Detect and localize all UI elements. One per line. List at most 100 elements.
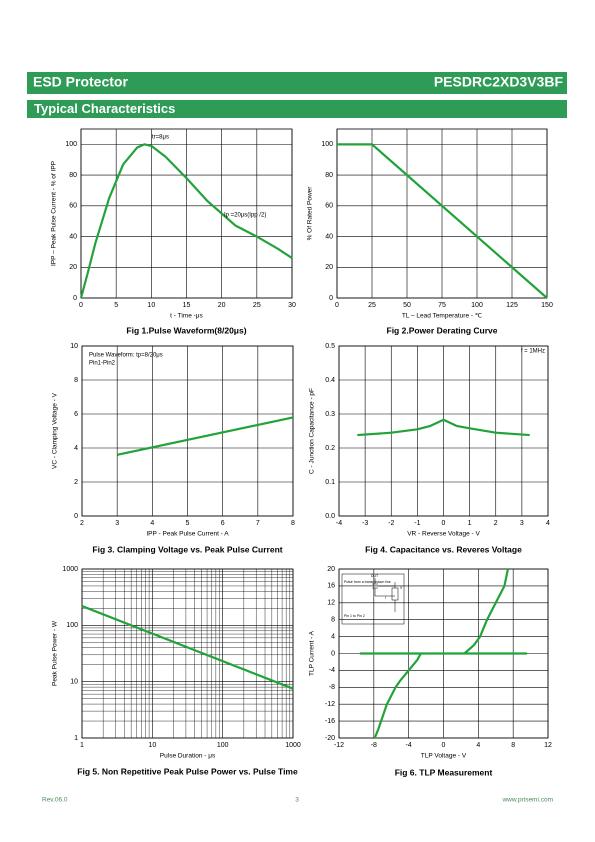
header-bar bbox=[27, 72, 567, 94]
y-tick-label: 0 bbox=[329, 295, 333, 302]
x-axis-label: TLP Voltage - V bbox=[421, 753, 467, 760]
y-tick-label: 60 bbox=[325, 203, 333, 210]
x-tick-label: 10 bbox=[148, 742, 156, 749]
chart-title: Fig 4. Capacitance vs. Reveres Voltage bbox=[365, 544, 522, 554]
y-tick-label: 20 bbox=[69, 264, 77, 271]
y-tick-label: 0.2 bbox=[325, 445, 335, 452]
y-tick-label: 6 bbox=[74, 411, 78, 418]
y-tick-label: 1000 bbox=[62, 566, 78, 573]
y-tick-label: 20 bbox=[327, 566, 335, 573]
x-tick-label: 20 bbox=[218, 302, 226, 309]
annotation: Pulse from a transmission line bbox=[344, 580, 391, 584]
chart-title: Fig 6. TLP Measurement bbox=[395, 767, 493, 777]
y-axis-label: TLP Current - A bbox=[309, 630, 316, 676]
chart-title: Fig 2.Power Derating Curve bbox=[387, 325, 498, 335]
y-tick-label: 4 bbox=[74, 445, 78, 452]
x-axis-label: IPP - Peak Pulse Current - A bbox=[146, 531, 229, 538]
annotation: V bbox=[400, 586, 403, 590]
x-tick-label: 1 bbox=[468, 520, 472, 527]
data-line bbox=[359, 568, 528, 739]
y-tick-label: 0.5 bbox=[325, 343, 335, 350]
product-type: ESD Protector bbox=[33, 74, 128, 90]
y-tick-label: 8 bbox=[74, 377, 78, 384]
x-tick-label: 4 bbox=[546, 520, 550, 527]
x-tick-label: 6 bbox=[221, 520, 225, 527]
y-tick-label: 10 bbox=[70, 679, 78, 686]
y-tick-label: 60 bbox=[69, 203, 77, 210]
x-tick-label: 2 bbox=[494, 520, 498, 527]
x-tick-label: 4 bbox=[150, 520, 154, 527]
x-tick-label: 1 bbox=[80, 742, 84, 749]
y-tick-label: 8 bbox=[331, 617, 335, 624]
y-tick-label: -8 bbox=[329, 684, 335, 691]
y-tick-label: 0 bbox=[74, 513, 78, 520]
x-tick-label: 5 bbox=[186, 520, 190, 527]
y-axis-label: % Of Rated Power bbox=[307, 186, 314, 241]
x-tick-label: 0 bbox=[335, 302, 339, 309]
plot-frame bbox=[80, 128, 293, 299]
x-tick-label: 30 bbox=[288, 302, 296, 309]
y-tick-label: -4 bbox=[329, 667, 335, 674]
x-tick-label: -1 bbox=[414, 520, 420, 527]
plot-frame bbox=[338, 345, 549, 517]
y-tick-label: -20 bbox=[325, 735, 335, 742]
y-tick-label: 0.0 bbox=[325, 513, 335, 520]
plot-frame bbox=[81, 345, 294, 517]
chart-title: Fig 1.Pulse Waveform(8/20μs) bbox=[126, 325, 246, 335]
y-tick-label: -16 bbox=[325, 718, 335, 725]
y-tick-label: 20 bbox=[325, 264, 333, 271]
y-tick-label: 100 bbox=[66, 622, 78, 629]
data-line bbox=[79, 143, 293, 299]
x-tick-label: -4 bbox=[336, 520, 342, 527]
annotation: I bbox=[385, 596, 386, 600]
annotation: tr=8μs bbox=[152, 135, 169, 141]
x-tick-label: -12 bbox=[334, 742, 344, 749]
y-tick-label: 10 bbox=[70, 343, 78, 350]
x-tick-label: 100 bbox=[471, 302, 483, 309]
y-tick-label: 80 bbox=[69, 172, 77, 179]
y-axis-label: VC - Clamping Voltage - V bbox=[52, 392, 59, 469]
x-tick-label: 7 bbox=[256, 520, 260, 527]
x-axis-label: t - Time -μs bbox=[170, 313, 203, 320]
y-tick-label: 12 bbox=[327, 600, 335, 607]
x-tick-label: 12 bbox=[544, 742, 552, 749]
x-axis-label: TL – Lead Temperature - ℃ bbox=[402, 313, 483, 320]
x-tick-label: 4 bbox=[476, 742, 480, 749]
page-number: 3 bbox=[295, 797, 299, 804]
x-tick-label: 1000 bbox=[285, 742, 301, 749]
y-tick-label: 100 bbox=[321, 141, 333, 148]
data-line bbox=[337, 143, 548, 299]
y-tick-label: 16 bbox=[327, 583, 335, 590]
y-tick-label: -12 bbox=[325, 701, 335, 708]
x-axis-label: VR - Reverse Voltage - V bbox=[407, 531, 480, 538]
x-tick-label: -8 bbox=[371, 742, 377, 749]
y-tick-label: 2 bbox=[74, 479, 78, 486]
y-tick-label: 0 bbox=[73, 295, 77, 302]
x-tick-label: -2 bbox=[388, 520, 394, 527]
data-line bbox=[357, 418, 530, 437]
x-tick-label: 25 bbox=[368, 302, 376, 309]
annotation: Pin 1 to Pin 2 bbox=[344, 614, 365, 618]
y-tick-label: 0.4 bbox=[325, 377, 335, 384]
y-axis-label: Peak Pulse Power - W bbox=[52, 620, 59, 686]
y-tick-label: 0 bbox=[331, 650, 335, 657]
x-tick-label: 3 bbox=[520, 520, 524, 527]
plot-frame bbox=[336, 128, 548, 299]
x-tick-label: 15 bbox=[183, 302, 191, 309]
y-tick-label: 100 bbox=[65, 141, 77, 148]
x-tick-label: -3 bbox=[362, 520, 368, 527]
y-tick-label: 0.3 bbox=[325, 411, 335, 418]
x-tick-label: 8 bbox=[291, 520, 295, 527]
chart-title: Fig 5. Non Repetitive Peak Pulse Power v… bbox=[77, 766, 298, 776]
annotation: f = 1MHz bbox=[521, 349, 545, 355]
x-tick-label: 2 bbox=[80, 520, 84, 527]
plot-frame bbox=[338, 568, 549, 739]
data-line bbox=[116, 416, 294, 456]
x-tick-label: 0 bbox=[442, 520, 446, 527]
x-tick-label: 125 bbox=[506, 302, 518, 309]
x-tick-label: 0 bbox=[79, 302, 83, 309]
x-tick-label: 25 bbox=[253, 302, 261, 309]
y-axis-label: IPP – Peak Pulse Current - % of IPP bbox=[51, 161, 58, 266]
website: www.prisemi.com bbox=[501, 797, 553, 804]
